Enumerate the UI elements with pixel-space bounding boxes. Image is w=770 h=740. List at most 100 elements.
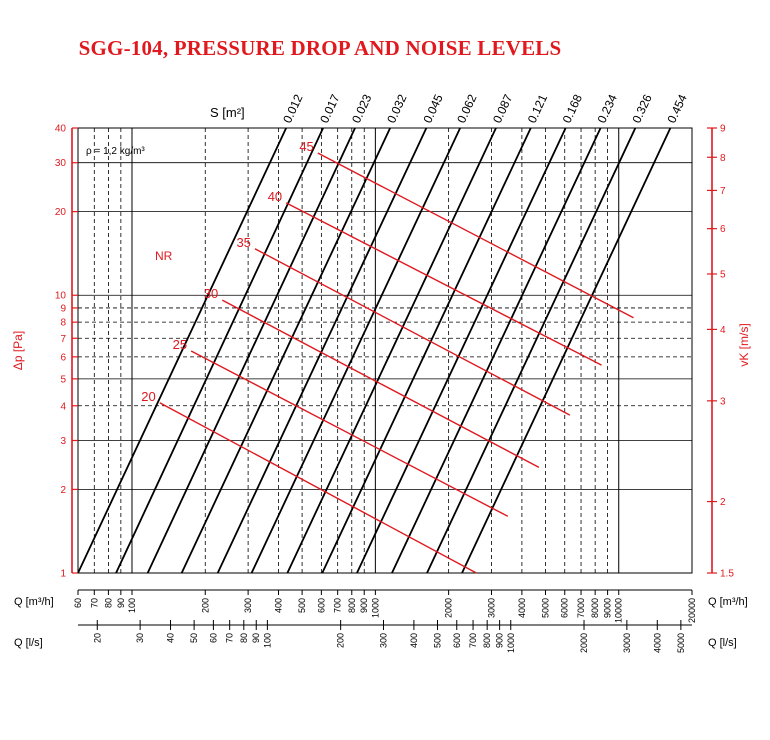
right-axis-tick-label: 9 [720, 124, 726, 135]
right-axis-label: vK [m/s] [737, 323, 751, 366]
left-axis-tick-label: 4 [60, 401, 66, 412]
left-axis-tick-label: 1 [60, 569, 66, 580]
nr-label-20: 20 [141, 389, 155, 404]
series-label-s-0.087: 0.087 [490, 92, 516, 125]
series-label-s-0.121: 0.121 [525, 92, 551, 125]
nr-label-40: 40 [268, 189, 282, 204]
bottom-axis-m3h-tick-label: 10000 [614, 598, 624, 623]
bottom-axis-m3h-label-left: Q [m³/h] [14, 596, 54, 608]
nr-line-45 [317, 152, 634, 319]
bottom-axis-ls-tick-label: 50 [189, 633, 199, 643]
bottom-axis-m3h-tick-label: 900 [359, 598, 369, 613]
bottom-axis-ls-tick-label: 800 [482, 633, 492, 648]
bottom-axis-m3h-tick-label: 700 [333, 598, 343, 613]
bottom-axis-ls-tick-label: 600 [452, 633, 462, 648]
nr-label-45: 45 [299, 139, 313, 154]
bottom-axis-ls-label-left: Q [l/s] [14, 637, 43, 649]
bottom-axis-ls-tick-label: 900 [495, 633, 505, 648]
nr-line-40 [285, 202, 602, 366]
series-label-s-0.032: 0.032 [384, 92, 410, 125]
left-axis-tick-label: 10 [55, 291, 67, 302]
nr-line-20 [159, 402, 477, 574]
bottom-axis-m3h-tick-label: 80 [103, 598, 113, 608]
right-axis-tick-label: 6 [720, 224, 726, 235]
left-axis-tick-label: 40 [55, 124, 67, 135]
bottom-axis-ls-tick-label: 60 [208, 633, 218, 643]
series-label-s-0.045: 0.045 [420, 92, 446, 125]
bottom-axis-m3h-tick-label: 7000 [576, 598, 586, 618]
bottom-axis-m3h-tick-label: 9000 [603, 598, 613, 618]
series-line-s-0.045 [216, 127, 428, 574]
series-line-s-0.032 [180, 127, 391, 574]
bottom-axis-ls-tick-label: 80 [239, 633, 249, 643]
bottom-axis-ls-tick-label: 100 [262, 633, 272, 648]
bottom-axis-m3h-tick-label: 1000 [370, 598, 380, 618]
series-line-s-0.234 [391, 127, 602, 574]
series-label-s-0.168: 0.168 [560, 92, 586, 125]
right-axis-tick-label: 8 [720, 153, 726, 164]
right-axis-tick-label: 5 [720, 269, 726, 280]
nr-label-35: 35 [236, 235, 250, 250]
bottom-axis-m3h-tick-label: 600 [316, 598, 326, 613]
left-axis-tick-label: 9 [60, 303, 66, 314]
nr-label-30: 30 [204, 286, 218, 301]
series-label-s-0.062: 0.062 [454, 92, 480, 125]
density-note: ρ = 1,2 kg/m³ [86, 146, 145, 157]
bottom-axis-m3h-tick-label: 70 [89, 598, 99, 608]
bottom-axis-ls-tick-label: 20 [92, 633, 102, 643]
nr-line-25 [190, 350, 509, 517]
nr-label-25: 25 [173, 337, 187, 352]
left-axis-label: Δp [Pa] [11, 331, 25, 370]
s-axis-label: S [m²] [210, 105, 245, 120]
series-line-s-0.012 [77, 127, 287, 574]
bottom-axis-m3h-label-right: Q [m³/h] [708, 596, 748, 608]
bottom-axis-m3h-tick-label: 60 [73, 598, 83, 608]
bottom-axis-ls-tick-label: 4000 [652, 633, 662, 653]
bottom-axis-m3h-tick-label: 800 [347, 598, 357, 613]
left-axis-tick-label: 30 [55, 158, 67, 169]
series-line-s-0.062 [250, 127, 461, 574]
series-label-s-0.454: 0.454 [664, 92, 690, 125]
bottom-axis-m3h-tick-label: 20000 [687, 598, 697, 623]
bottom-axis-ls-tick-label: 30 [135, 633, 145, 643]
bottom-axis-ls-tick-label: 40 [166, 633, 176, 643]
bottom-axis-m3h-tick-label: 8000 [590, 598, 600, 618]
bottom-axis-ls-tick-label: 1000 [506, 633, 516, 653]
right-axis-tick-label: 1.5 [720, 569, 734, 580]
left-axis-tick-label: 8 [60, 318, 66, 329]
bottom-axis-m3h-tick-label: 300 [243, 598, 253, 613]
bottom-axis-m3h-tick-label: 6000 [560, 598, 570, 618]
right-axis-tick-label: 2 [720, 497, 726, 508]
series-label-s-0.023: 0.023 [349, 92, 375, 125]
series-line-s-0.168 [356, 127, 567, 574]
series-line-s-0.326 [426, 127, 637, 574]
bottom-axis-m3h-tick-label: 400 [274, 598, 284, 613]
chart-title: SGG-104, PRESSURE DROP AND NOISE LEVELS [78, 36, 562, 60]
bottom-axis-m3h-tick-label: 5000 [540, 598, 550, 618]
nr-axis-label: NR [155, 249, 173, 263]
bottom-axis-ls-tick-label: 3000 [622, 633, 632, 653]
series-label-s-0.326: 0.326 [629, 92, 655, 125]
bottom-axis-m3h-tick-label: 4000 [517, 598, 527, 618]
bottom-axis-ls-tick-label: 200 [336, 633, 346, 648]
series-label-s-0.234: 0.234 [595, 92, 621, 125]
series-line-s-0.454 [461, 127, 672, 574]
series-label-s-0.017: 0.017 [317, 92, 343, 125]
bottom-axis-m3h-tick-label: 200 [200, 598, 210, 613]
left-axis-tick-label: 6 [60, 352, 66, 363]
bottom-axis-m3h-tick-label: 3000 [486, 598, 496, 618]
bottom-axis-m3h-tick-label: 100 [127, 598, 137, 613]
nr-line-30 [221, 299, 540, 469]
right-axis-tick-label: 3 [720, 396, 726, 407]
bottom-axis-ls-tick-label: 5000 [676, 633, 686, 653]
bottom-axis-ls-tick-label: 400 [409, 633, 419, 648]
bottom-axis-ls-tick-label: 500 [432, 633, 442, 648]
bottom-axis-ls-tick-label: 90 [251, 633, 261, 643]
series-line-s-0.087 [286, 127, 497, 574]
left-axis-tick-label: 5 [60, 374, 66, 385]
bottom-axis-ls-tick-label: 70 [225, 633, 235, 643]
series-line-s-0.017 [115, 127, 324, 574]
bottom-axis-ls-tick-label: 300 [378, 633, 388, 648]
series-line-s-0.023 [146, 127, 356, 574]
